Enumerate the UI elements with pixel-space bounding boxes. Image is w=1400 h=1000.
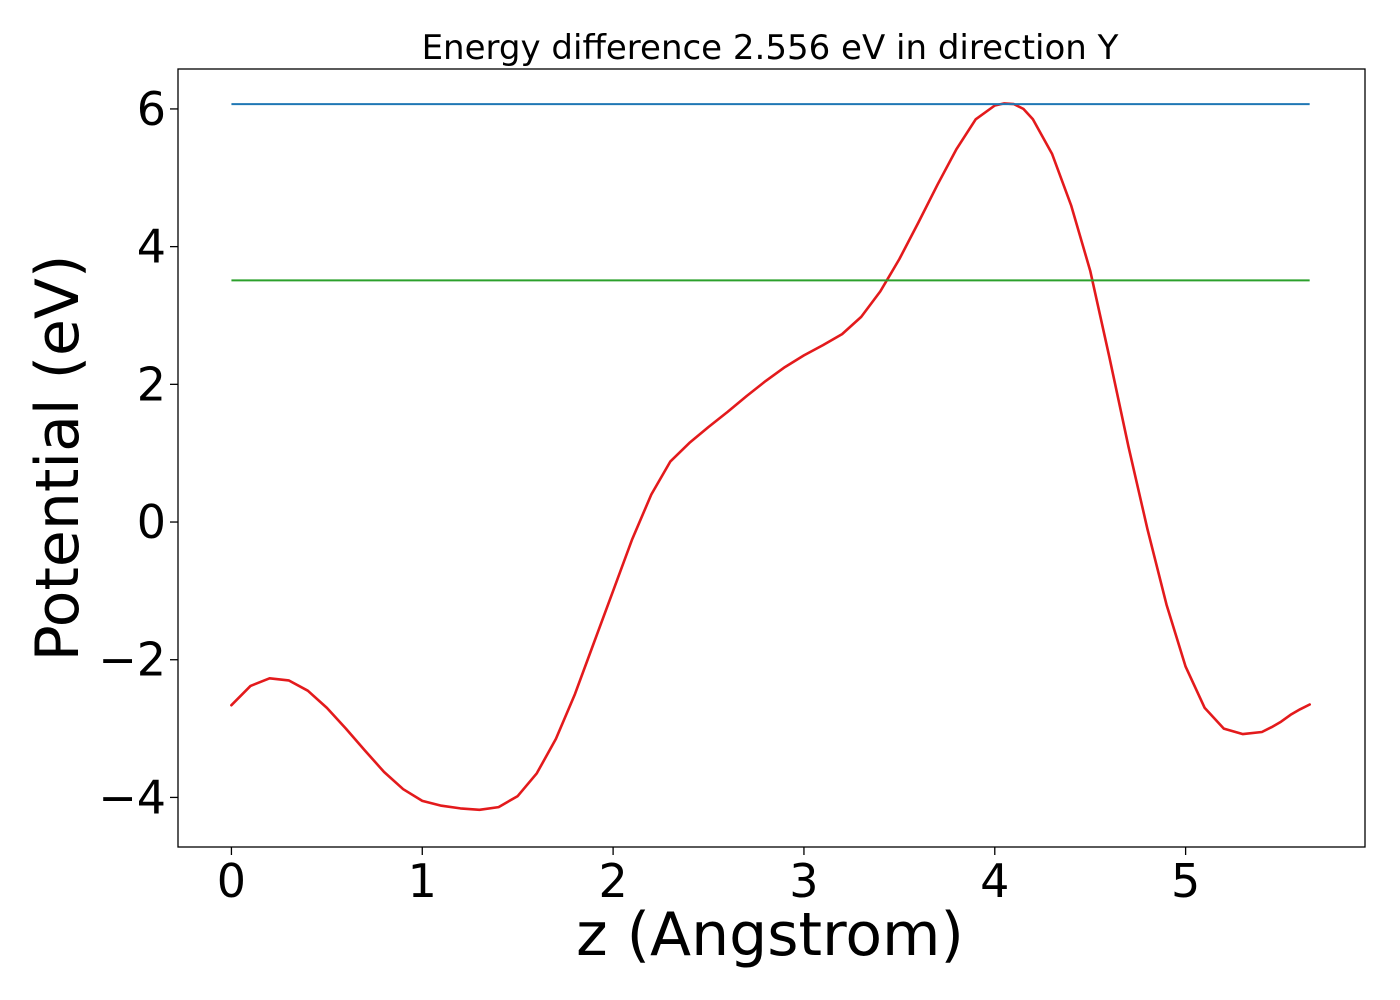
y-tick-label: 2 [137, 357, 166, 411]
x-axis-label: z (Angstrom) [576, 900, 964, 970]
y-axis: −4 −2 0 2 4 6 [98, 82, 178, 824]
plot-frame [177, 68, 1366, 848]
y-axis-label: Potential (eV) [23, 255, 93, 662]
x-tick-label: 0 [217, 854, 246, 908]
y-tick-label: −4 [98, 770, 166, 824]
y-tick-label: 4 [137, 220, 166, 274]
y-tick-label: 0 [137, 495, 166, 549]
x-tick-label: 2 [598, 854, 627, 908]
y-tick-label: 6 [137, 82, 166, 136]
x-tick-label: 3 [789, 854, 818, 908]
x-tick-label: 5 [1171, 854, 1200, 908]
x-axis: 0 1 2 3 4 5 [217, 847, 1200, 908]
chart-title: Energy difference 2.556 eV in direction … [422, 28, 1119, 68]
y-tick-label: −2 [98, 633, 166, 687]
x-tick-label: 4 [980, 854, 1009, 908]
plot-series [230, 102, 1311, 812]
potential-curve [230, 102, 1311, 812]
x-tick-label: 1 [408, 854, 437, 908]
